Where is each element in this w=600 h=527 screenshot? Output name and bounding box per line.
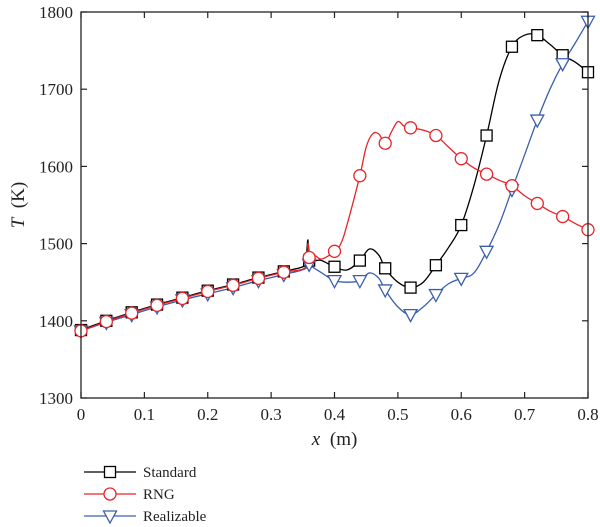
data-point-standard — [353, 254, 367, 267]
y-tick-label: 1400 — [39, 312, 73, 331]
data-point-realizable — [453, 272, 469, 287]
series-line-rng — [80, 120, 589, 332]
legend-item-rng: RNG — [84, 487, 175, 503]
y-axis-title: T (K) — [8, 182, 29, 228]
data-point-rng — [378, 136, 392, 150]
data-point-rng — [530, 196, 544, 211]
x-axis-symbol: x — [311, 429, 321, 450]
data-point-rng — [403, 121, 418, 135]
data-point-realizable — [479, 245, 495, 260]
y-tick-label: 1600 — [39, 157, 73, 176]
legend-marker-standard — [103, 465, 117, 479]
data-point-standard — [404, 281, 417, 294]
data-point-standard — [480, 129, 493, 142]
series-markers-rng — [74, 121, 595, 338]
data-point-realizable — [326, 275, 343, 290]
data-point-standard — [505, 40, 519, 53]
data-point-rng — [251, 271, 266, 285]
data-point-realizable — [377, 284, 393, 299]
y-tick-label: 1300 — [39, 389, 73, 408]
data-point-rng — [454, 152, 468, 166]
plot-frame — [80, 11, 589, 399]
legend-item-standard: Standard — [84, 465, 197, 481]
data-point-rng — [277, 265, 291, 279]
data-point-rng — [175, 291, 190, 306]
legend-label-standard: Standard — [143, 465, 197, 481]
y-tick-label: 1500 — [39, 235, 73, 254]
x-tick-label: 0.5 — [387, 405, 408, 424]
series-line-realizable — [80, 20, 589, 332]
data-point-rng — [201, 284, 215, 299]
data-point-rng — [429, 128, 443, 143]
x-tick-label: 0.8 — [577, 405, 598, 424]
data-point-standard — [328, 260, 341, 273]
data-point-realizable — [402, 308, 419, 323]
data-point-standard — [379, 262, 392, 275]
data-point-realizable — [428, 288, 444, 303]
y-tick-label: 1700 — [39, 80, 73, 99]
data-point-rng — [353, 169, 367, 183]
data-point-rng — [505, 179, 519, 193]
y-axis: 1300 1400 1500 1600 1700 1800 — [39, 3, 588, 408]
legend: Standard RNG Realizable — [84, 465, 207, 525]
data-point-rng — [125, 306, 139, 320]
data-point-rng — [556, 209, 570, 224]
y-axis-unit: (K) — [8, 182, 29, 208]
data-point-rng — [302, 250, 316, 265]
y-tick-label: 1800 — [39, 3, 73, 22]
x-tick-label: 0.4 — [324, 405, 346, 424]
data-point-realizable — [352, 275, 368, 290]
x-tick-label: 0.2 — [197, 405, 218, 424]
x-tick-label: 0.7 — [514, 405, 536, 424]
series-markers — [73, 15, 596, 340]
data-point-standard — [455, 218, 468, 232]
x-axis-unit: (m) — [330, 429, 357, 450]
data-point-rng — [226, 278, 240, 292]
legend-marker-rng — [103, 487, 117, 501]
x-axis-title: x (m) — [311, 429, 358, 450]
y-axis-symbol: T — [8, 216, 29, 228]
data-point-standard — [531, 29, 544, 42]
legend-label-realizable: Realizable — [143, 509, 207, 525]
data-point-rng — [150, 298, 164, 313]
x-tick-label: 0.1 — [134, 405, 155, 424]
x-axis: 0 0.1 0.2 0.3 0.4 0.5 0.6 0.7 0.8 — [77, 12, 599, 424]
x-tick-label: 0.3 — [261, 405, 282, 424]
data-point-realizable — [529, 114, 545, 129]
data-point-rng — [99, 314, 113, 329]
data-point-rng — [327, 244, 342, 258]
data-point-realizable — [555, 58, 571, 73]
x-tick-label: 0.6 — [451, 405, 472, 424]
legend-item-realizable: Realizable — [84, 509, 207, 525]
x-tick-label: 0 — [77, 405, 86, 424]
data-point-rng — [479, 167, 494, 181]
legend-label-rng: RNG — [143, 487, 175, 503]
legend-marker-realizable — [102, 510, 118, 525]
data-point-standard — [429, 259, 443, 272]
